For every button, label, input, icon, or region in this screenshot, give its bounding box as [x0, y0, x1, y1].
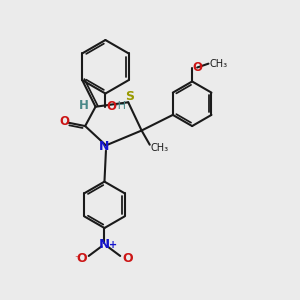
- Text: ·H: ·H: [115, 101, 127, 111]
- Text: N: N: [99, 238, 110, 251]
- Text: O: O: [193, 61, 203, 74]
- Text: S: S: [124, 90, 134, 104]
- Text: CH₃: CH₃: [151, 143, 169, 153]
- Text: +: +: [109, 240, 117, 250]
- Text: O: O: [122, 252, 133, 266]
- Text: H: H: [79, 99, 89, 112]
- Text: O: O: [76, 252, 87, 266]
- Text: O: O: [106, 100, 117, 113]
- Text: N: N: [99, 140, 110, 153]
- Text: CH₃: CH₃: [210, 58, 228, 69]
- Text: ⁻: ⁻: [74, 254, 80, 264]
- Text: O: O: [59, 116, 69, 128]
